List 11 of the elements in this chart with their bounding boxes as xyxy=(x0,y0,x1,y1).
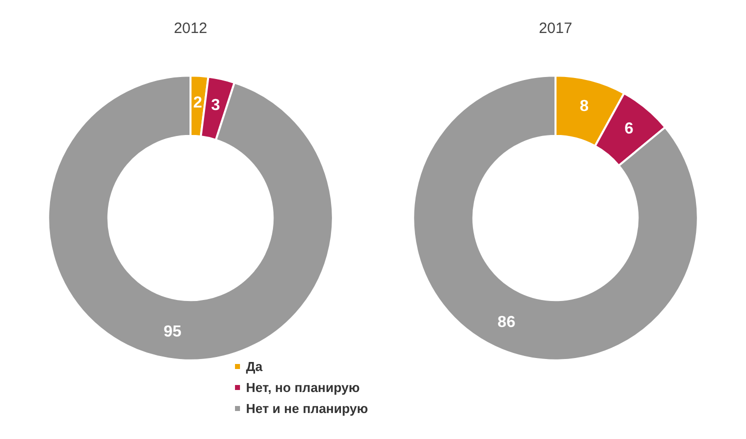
data-label: 2 xyxy=(193,94,202,112)
legend-label: Нет, но планирую xyxy=(246,380,360,395)
chart-title: 2012 xyxy=(174,20,208,37)
data-label: 6 xyxy=(624,120,634,138)
legend-label: Да xyxy=(246,359,264,374)
data-label: 86 xyxy=(498,314,516,331)
data-label: 95 xyxy=(164,323,182,340)
data-label: 3 xyxy=(211,97,220,114)
chart-title: 2017 xyxy=(538,20,572,37)
data-label: 8 xyxy=(580,98,589,115)
legend-label: Нет и не планирую xyxy=(246,401,368,416)
